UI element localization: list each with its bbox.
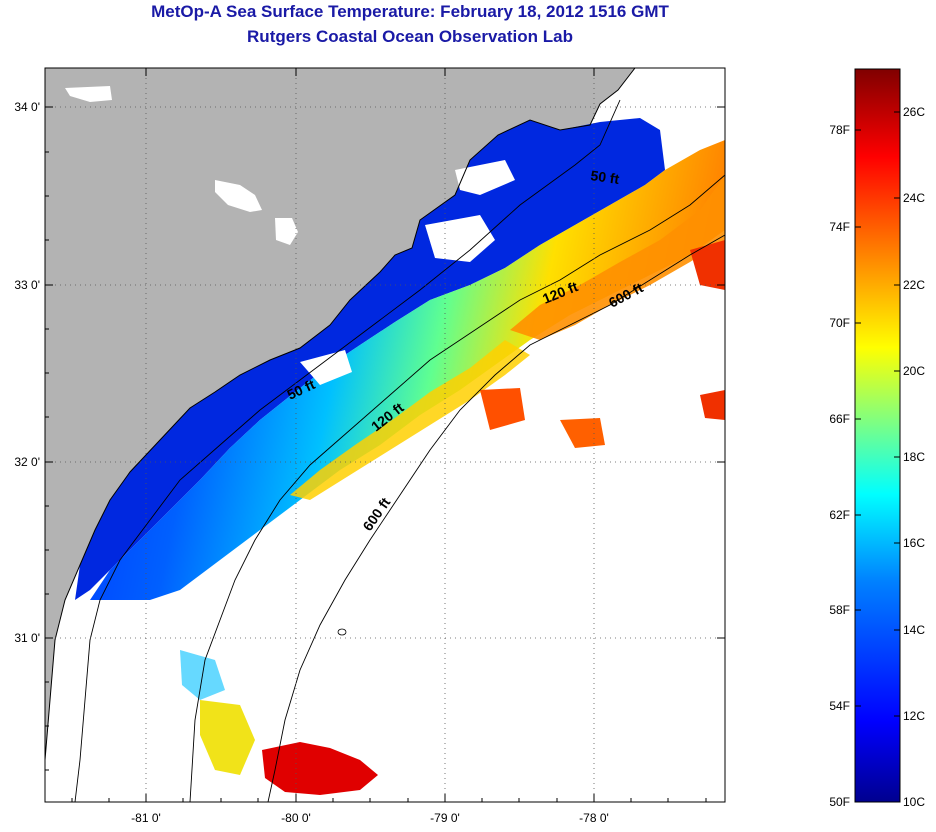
colorbar-c-label: 12C xyxy=(903,709,925,723)
colorbar-f-label: 58F xyxy=(829,603,850,617)
graticule xyxy=(45,68,725,802)
map-frame xyxy=(44,67,726,803)
colorbar-c-label: 26C xyxy=(903,105,925,119)
colorbar-c-label: 16C xyxy=(903,536,925,550)
colorbar-c-label: 10C xyxy=(903,795,925,809)
lon-tick-label: -79 0' xyxy=(430,811,460,825)
colorbar-f-label: 66F xyxy=(829,412,850,426)
contour-50ft xyxy=(74,99,621,802)
lon-tick-label: -81 0' xyxy=(131,811,161,825)
colorbar-f-label: 78F xyxy=(829,123,850,137)
colorbar-ticks xyxy=(855,111,900,717)
contour-600ft xyxy=(267,234,725,802)
lat-tick-label: 32 0' xyxy=(14,455,40,469)
map-title: MetOp-A Sea Surface Temperature: Februar… xyxy=(151,2,669,21)
colorbar-f-label: 62F xyxy=(829,508,850,522)
colorbar-c-label: 18C xyxy=(903,450,925,464)
sst-warm-band xyxy=(510,175,725,340)
colorbar-f-label: 74F xyxy=(829,220,850,234)
colorbar-c-label: 22C xyxy=(903,278,925,292)
lon-tick-label: -80 0' xyxy=(281,811,311,825)
sst-mid-band xyxy=(90,140,725,600)
contour-label: 50 ft xyxy=(590,167,621,187)
axis-ticks xyxy=(45,68,725,802)
coastline xyxy=(45,68,636,761)
colorbar-f-label: 50F xyxy=(829,795,850,809)
lat-tick-label: 34 0' xyxy=(14,100,40,114)
colorbar-c-label: 14C xyxy=(903,623,925,637)
lon-tick-label: -78 0' xyxy=(579,811,609,825)
sst-cold-band xyxy=(75,118,665,600)
colorbar-c-label: 24C xyxy=(903,191,925,205)
land-area xyxy=(45,68,635,760)
sst-hot-patch-south xyxy=(262,742,378,795)
lat-tick-label: 31 0' xyxy=(14,631,40,645)
contour-120ft xyxy=(189,174,725,802)
colorbar-f-label: 54F xyxy=(829,699,850,713)
colorbar-c-label: 20C xyxy=(903,364,925,378)
colorbar-f-label: 70F xyxy=(829,316,850,330)
map-subtitle: Rutgers Coastal Ocean Observation Lab xyxy=(247,27,573,46)
colorbar xyxy=(854,68,901,803)
lat-tick-label: 33 0' xyxy=(14,278,40,292)
